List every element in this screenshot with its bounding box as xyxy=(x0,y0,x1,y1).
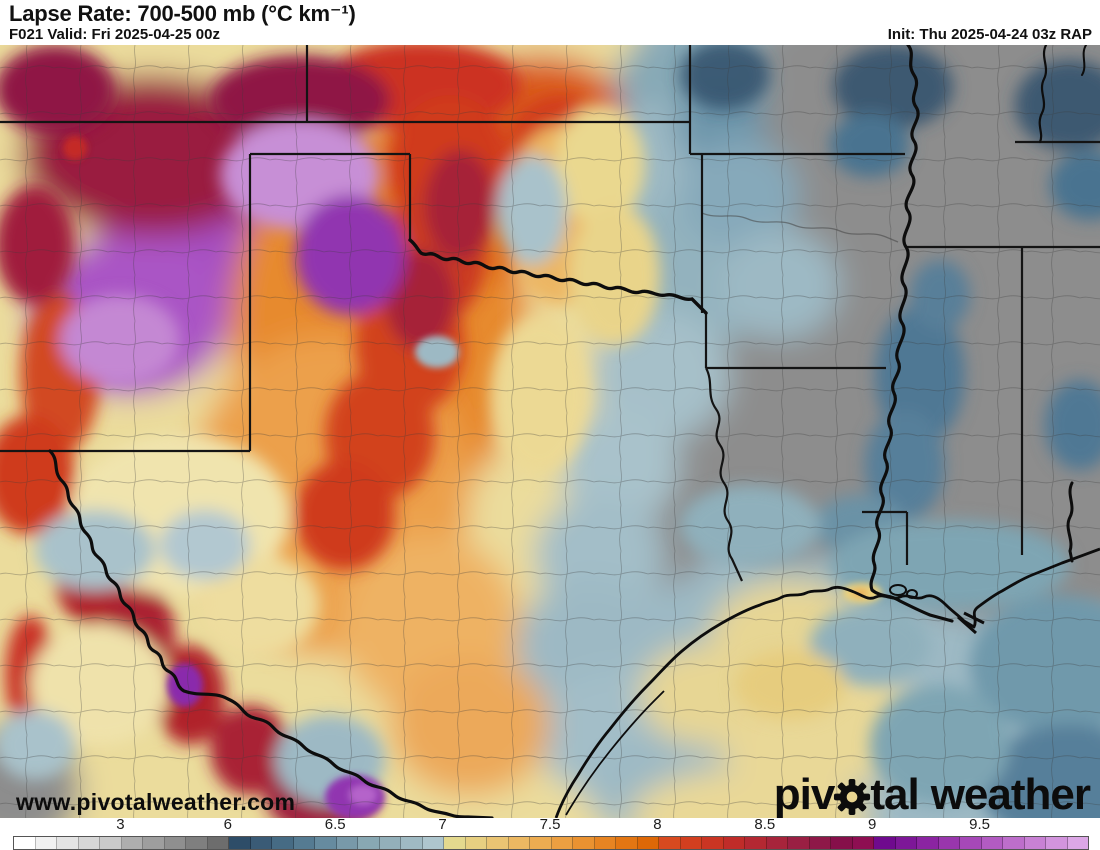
colorbar-cell xyxy=(487,837,509,849)
colorbar-cell xyxy=(272,837,294,849)
colorbar-cell xyxy=(186,837,208,849)
colorbar-cell xyxy=(57,837,79,849)
gulf-coastline xyxy=(554,547,1100,818)
colorbar-cell xyxy=(852,837,874,849)
colorbar-cell xyxy=(315,837,337,849)
colorbar-cell xyxy=(637,837,659,849)
colorbar-cell xyxy=(895,837,917,849)
state-borders xyxy=(0,45,1100,582)
watermark-url: www.pivotalweather.com xyxy=(16,789,296,815)
colorbar-cell xyxy=(422,837,444,849)
page-title: Lapse Rate: 700-500 mb (°C km⁻¹) xyxy=(9,1,356,26)
colorbar-cell xyxy=(594,837,616,849)
colorbar-tick-label: 9.5 xyxy=(969,816,991,833)
colorbar-cell xyxy=(379,837,401,849)
colorbar-cell xyxy=(745,837,767,849)
colorbar-cell xyxy=(917,837,939,849)
colorbar-cell xyxy=(1067,837,1088,849)
colorbar-cell xyxy=(723,837,745,849)
colorbar-cell xyxy=(831,837,853,849)
colorbar-tick-label: 7.5 xyxy=(539,816,561,833)
colorbar-cell xyxy=(401,837,423,849)
colorbar-cell xyxy=(938,837,960,849)
colorbar-tick-label: 8 xyxy=(653,816,662,833)
colorbar-cell xyxy=(508,837,530,849)
colorbar-cell xyxy=(680,837,702,849)
colorbar-cell xyxy=(981,837,1003,849)
logo-text-piv: piv xyxy=(773,770,836,818)
mississippi-delta xyxy=(957,611,985,635)
colorbar-cell xyxy=(143,837,165,849)
colorbar-tick-label: 6.5 xyxy=(324,816,346,833)
colorbar-cell xyxy=(702,837,724,849)
colorbar-footer: 3 6 6.5 7 7.5 8 8.5 9 9.5 xyxy=(0,816,1100,850)
tennessee-river xyxy=(1038,45,1048,144)
colorbar-cell xyxy=(960,837,982,849)
county-borders xyxy=(0,45,1100,818)
colorbar xyxy=(13,836,1089,850)
lapse-rate-field xyxy=(0,45,1100,818)
colorbar-cell xyxy=(14,837,36,849)
colorbar-cell xyxy=(551,837,573,849)
rivers xyxy=(48,45,1087,818)
colorbar-cell xyxy=(444,837,466,849)
init-time-label: Init: Thu 2025-04-24 03z RAP xyxy=(887,26,1092,43)
arkansas-river xyxy=(701,212,899,243)
forecast-map: www.pivotalweather.com piv tal weather xyxy=(0,45,1100,818)
mississippi-river xyxy=(869,45,954,623)
colorbar-cell xyxy=(78,837,100,849)
colorbar-cell xyxy=(100,837,122,849)
barrier-islands xyxy=(565,690,665,816)
colorbar-tick-label: 9 xyxy=(868,816,877,833)
colorbar-cell xyxy=(809,837,831,849)
colorbar-cell xyxy=(207,837,229,849)
colorbar-cell xyxy=(788,837,810,849)
colorbar-cell xyxy=(250,837,272,849)
header: Lapse Rate: 700-500 mb (°C km⁻¹) F021 Va… xyxy=(0,0,1100,45)
gear-icon xyxy=(833,778,871,816)
colorbar-cell xyxy=(164,837,186,849)
colorbar-cell xyxy=(573,837,595,849)
colorbar-cell xyxy=(358,837,380,849)
colorbar-tick-label: 7 xyxy=(438,816,447,833)
colorbar-cell xyxy=(229,837,251,849)
logo-text-weather: weather xyxy=(930,770,1091,818)
colorbar-cell xyxy=(293,837,315,849)
lake-pontchartrain xyxy=(889,584,907,596)
colorbar-cell xyxy=(465,837,487,849)
colorbar-cell xyxy=(874,837,896,849)
valid-time-label: F021 Valid: Fri 2025-04-25 00z xyxy=(9,26,220,43)
colorbar-cell xyxy=(616,837,638,849)
colorbar-cell xyxy=(1046,837,1068,849)
colorbar-tick-label: 3 xyxy=(116,816,125,833)
mobile-river xyxy=(1066,481,1074,563)
colorbar-cell xyxy=(766,837,788,849)
colorbar-tick-label: 6 xyxy=(223,816,232,833)
logo-text-tal: tal xyxy=(870,770,919,818)
pivotal-weather-logo: piv tal weather xyxy=(773,770,1091,818)
colorbar-cell xyxy=(336,837,358,849)
colorbar-cell xyxy=(530,837,552,849)
colorbar-cell xyxy=(121,837,143,849)
colorbar-cell xyxy=(659,837,681,849)
red-river xyxy=(408,238,708,315)
colorbar-ticks: 3 6 6.5 7 7.5 8 8.5 9 9.5 xyxy=(0,816,1100,834)
rio-grande xyxy=(48,449,494,818)
colorbar-cell xyxy=(1024,837,1046,849)
colorbar-tick-label: 8.5 xyxy=(754,816,776,833)
colorbar-cell xyxy=(35,837,57,849)
colorbar-cell xyxy=(1003,837,1025,849)
